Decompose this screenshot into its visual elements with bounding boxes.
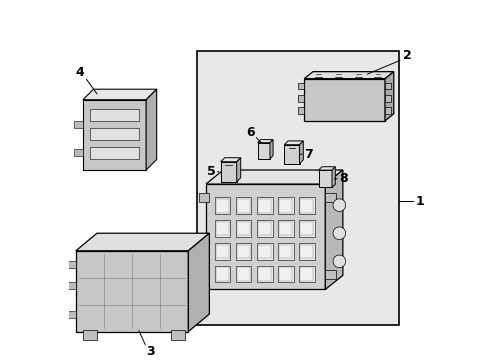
Bar <box>256 266 272 282</box>
Polygon shape <box>236 158 240 182</box>
Bar <box>90 147 139 159</box>
Polygon shape <box>331 167 335 188</box>
Bar <box>67 282 76 289</box>
Bar <box>384 95 390 102</box>
Polygon shape <box>188 233 209 332</box>
Bar <box>279 267 292 281</box>
Bar <box>214 266 230 282</box>
Circle shape <box>332 199 345 211</box>
Polygon shape <box>220 162 236 182</box>
Bar <box>279 199 292 212</box>
Bar <box>235 243 251 260</box>
Bar <box>74 149 83 156</box>
Bar <box>277 197 293 214</box>
Bar <box>279 244 292 258</box>
Bar <box>237 244 249 258</box>
Bar <box>235 220 251 237</box>
Bar <box>67 261 76 268</box>
Polygon shape <box>83 89 156 100</box>
Polygon shape <box>220 158 240 162</box>
Bar <box>90 128 139 140</box>
Bar <box>256 220 272 237</box>
Bar <box>325 270 335 279</box>
Bar <box>214 220 230 237</box>
Bar <box>214 197 230 214</box>
Bar <box>258 244 270 258</box>
Bar <box>216 199 228 212</box>
Bar <box>199 270 209 279</box>
Bar <box>199 193 209 202</box>
Polygon shape <box>299 141 303 164</box>
Circle shape <box>332 227 345 239</box>
Polygon shape <box>384 72 393 121</box>
Bar <box>300 267 313 281</box>
Polygon shape <box>76 233 209 251</box>
Polygon shape <box>284 141 303 145</box>
Bar <box>170 330 184 340</box>
Bar <box>214 243 230 260</box>
Polygon shape <box>325 170 342 289</box>
Polygon shape <box>257 143 269 159</box>
Bar <box>298 197 314 214</box>
Bar <box>325 193 335 202</box>
Bar <box>277 243 293 260</box>
Bar <box>297 95 304 102</box>
Bar <box>384 108 390 114</box>
Bar <box>300 244 313 258</box>
Text: 7: 7 <box>304 148 312 161</box>
Bar <box>235 197 251 214</box>
Bar <box>67 311 76 318</box>
Bar <box>237 222 249 235</box>
Bar <box>279 222 292 235</box>
Polygon shape <box>318 167 335 170</box>
Bar <box>298 266 314 282</box>
Bar <box>298 220 314 237</box>
Bar <box>277 220 293 237</box>
Text: 5: 5 <box>206 165 215 178</box>
Bar <box>297 83 304 89</box>
Bar <box>300 199 313 212</box>
Polygon shape <box>146 89 156 170</box>
Bar <box>298 243 314 260</box>
Bar <box>256 243 272 260</box>
Bar <box>304 79 384 121</box>
Bar <box>277 266 293 282</box>
Polygon shape <box>304 72 393 79</box>
Polygon shape <box>318 170 331 188</box>
Bar <box>258 222 270 235</box>
Bar <box>300 222 313 235</box>
Bar <box>256 197 272 214</box>
Bar <box>197 50 398 325</box>
Polygon shape <box>269 140 272 159</box>
Text: 1: 1 <box>415 195 424 208</box>
Bar <box>90 108 139 121</box>
Polygon shape <box>83 100 146 170</box>
Text: 6: 6 <box>246 126 255 139</box>
Bar <box>216 244 228 258</box>
Bar <box>216 267 228 281</box>
Polygon shape <box>76 251 188 332</box>
Bar <box>235 266 251 282</box>
Polygon shape <box>205 184 325 289</box>
Bar <box>237 199 249 212</box>
Bar <box>384 83 390 89</box>
Text: 3: 3 <box>145 346 154 359</box>
Bar <box>83 330 97 340</box>
Bar <box>237 267 249 281</box>
Polygon shape <box>284 145 299 164</box>
Bar <box>258 267 270 281</box>
Text: 4: 4 <box>75 66 83 79</box>
Bar <box>258 199 270 212</box>
Polygon shape <box>257 140 272 143</box>
Text: 8: 8 <box>339 172 347 185</box>
Bar <box>216 222 228 235</box>
Bar <box>74 121 83 128</box>
Text: 2: 2 <box>403 49 411 62</box>
Circle shape <box>332 255 345 267</box>
Bar <box>297 108 304 114</box>
Polygon shape <box>205 170 342 184</box>
